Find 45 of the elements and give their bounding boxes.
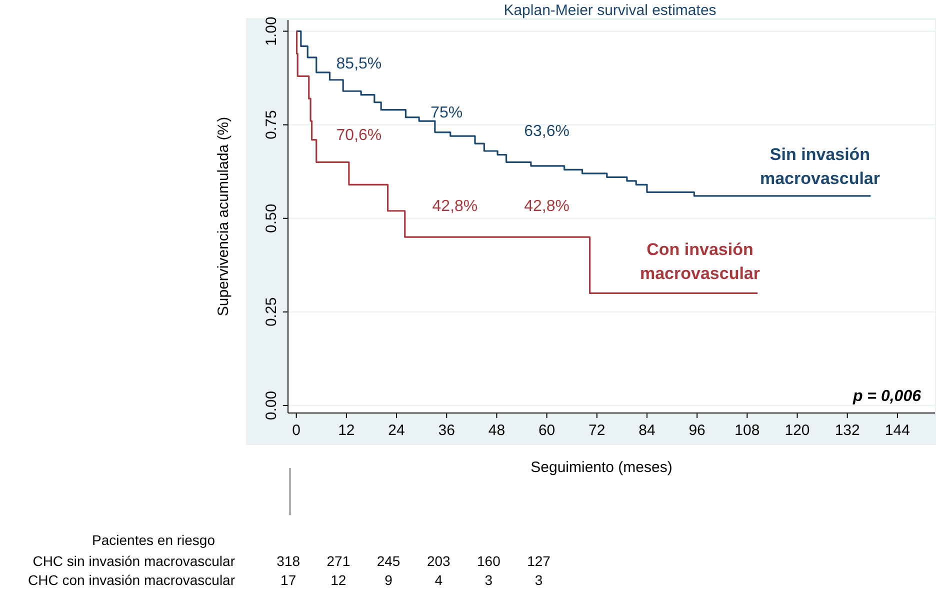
text: 9: [384, 572, 393, 588]
x-tick-label: 36: [438, 422, 455, 439]
x-tick-label: 120: [784, 422, 810, 439]
text: CHC sin invasión macrovascular: [32, 553, 236, 569]
x-tick-label: 60: [538, 422, 556, 439]
text: 17: [280, 572, 296, 588]
text: 12: [330, 572, 346, 588]
text: 3: [534, 572, 543, 588]
text: 3: [484, 572, 493, 588]
annotation: 70,6%: [336, 126, 382, 144]
chart-title: Kaplan-Meier survival estimates: [504, 2, 716, 19]
text: 127: [527, 553, 551, 569]
y-tick-label: 0.00: [263, 390, 280, 420]
x-tick-label: 72: [588, 422, 606, 439]
y-tick-label: 1.00: [263, 16, 280, 46]
text: Pacientes en riesgo: [92, 532, 216, 548]
y-tick-label: 0.75: [263, 110, 280, 140]
x-tick-label: 96: [688, 422, 706, 439]
x-tick-label: 12: [338, 422, 355, 439]
annotation: 63,6%: [524, 123, 570, 140]
annotation: 75%: [430, 104, 463, 122]
x-tick-label: 0: [292, 422, 301, 439]
x-tick-label: 132: [834, 422, 860, 439]
series-label: Con invasión macrovascular: [640, 240, 760, 283]
x-tick-label: 108: [734, 422, 760, 439]
x-tick-label: 84: [638, 422, 656, 439]
x-tick-label: 48: [488, 422, 506, 439]
x-axis-title: Seguimiento (meses): [530, 459, 672, 476]
x-tick-label: 144: [884, 422, 910, 439]
text: 318: [276, 553, 300, 569]
text: 160: [477, 553, 501, 569]
text: 245: [376, 553, 400, 569]
text: 271: [326, 553, 350, 569]
annotation: 85,5%: [336, 56, 382, 73]
x-tick-label: 24: [388, 422, 405, 439]
y-axis-title: Supervivencia acumulada (%): [215, 116, 232, 316]
annotation: 42,8%: [524, 198, 570, 215]
y-tick-label: 0.50: [263, 204, 280, 233]
text: 4: [434, 572, 443, 588]
annotation: p = 0,006: [852, 388, 922, 405]
text: 203: [426, 553, 451, 569]
y-tick-label: 0.25: [263, 297, 280, 327]
annotation: 42,8%: [432, 198, 478, 215]
series-label: Sin invasión macrovascular: [760, 145, 880, 188]
text: CHC con invasión macrovascular: [28, 572, 236, 588]
